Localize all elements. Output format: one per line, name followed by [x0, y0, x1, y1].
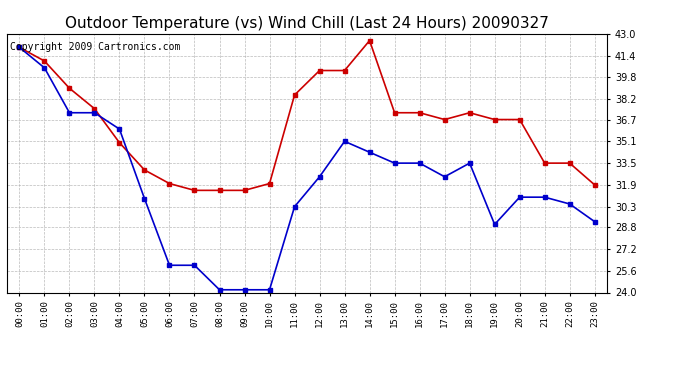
- Title: Outdoor Temperature (vs) Wind Chill (Last 24 Hours) 20090327: Outdoor Temperature (vs) Wind Chill (Las…: [65, 16, 549, 31]
- Text: Copyright 2009 Cartronics.com: Copyright 2009 Cartronics.com: [10, 42, 180, 51]
